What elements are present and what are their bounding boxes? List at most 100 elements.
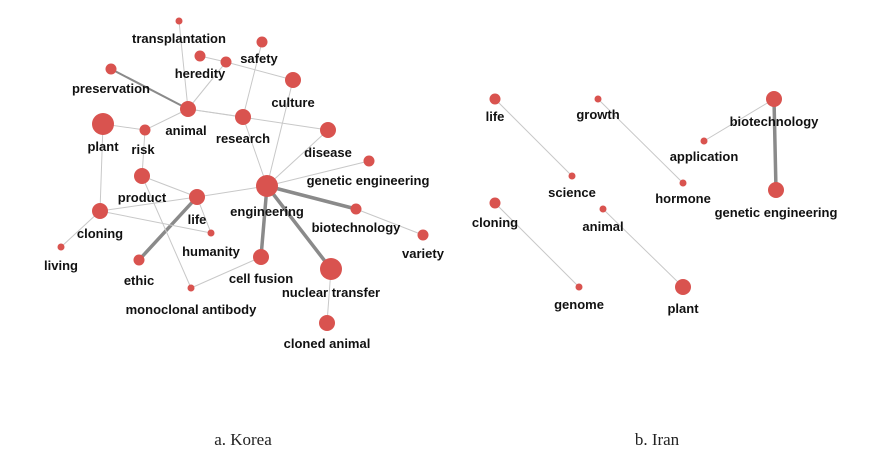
- korea-network-panel: transplantation safety heredity preservatio…: [44, 17, 445, 449]
- korea-edge-engineering-nuclear-transfer: [265, 184, 333, 271]
- korea-label-risk: risk: [131, 142, 155, 157]
- iran-node-genome: [575, 283, 583, 291]
- iran-edge-life-science: [494, 98, 573, 177]
- korea-label-cloned-animal: cloned animal: [284, 336, 371, 351]
- iran-edge-animal-plant: [602, 208, 684, 288]
- iran-nodes: [489, 91, 784, 295]
- korea-label-nuclear-transfer: nuclear transfer: [282, 285, 380, 300]
- korea-edge-preservation-animal: [110, 68, 189, 110]
- korea-edges: [60, 20, 424, 324]
- korea-label-disease: disease: [304, 145, 352, 160]
- korea-label-biotechnology: biotechnology: [312, 220, 402, 235]
- korea-label-transplantation: transplantation: [132, 31, 226, 46]
- korea-label-heredity: heredity: [175, 66, 226, 81]
- korea-label-ethic: ethic: [124, 273, 154, 288]
- iran-label-cloning: cloning: [472, 215, 518, 230]
- korea-edge-cloning-life: [99, 196, 198, 212]
- iran-label-life: life: [486, 109, 505, 124]
- iran-label-biotechnology: biotechnology: [730, 114, 820, 129]
- korea-node-top-unlabeled: [175, 17, 183, 25]
- korea-node-cell-fusion: [253, 249, 269, 265]
- korea-edge-life-ethic: [137, 195, 199, 262]
- korea-node-monoclonal-antibody: [187, 284, 195, 292]
- korea-edge-cloning-humanity: [99, 210, 212, 234]
- korea-node-biotechnology: [350, 203, 362, 215]
- korea-edge-heredity-culture: [225, 61, 294, 81]
- iran-node-animal: [599, 205, 607, 213]
- korea-caption: a. Korea: [214, 430, 272, 449]
- korea-edge-engineering-cell-fusion: [259, 184, 269, 259]
- korea-edge-animal-disease: [187, 108, 329, 131]
- korea-edge-genetic-engineering-engineering: [266, 160, 370, 187]
- korea-node-engineering: [256, 175, 278, 197]
- korea-label-safety: safety: [240, 51, 278, 66]
- iran-node-application: [700, 137, 708, 145]
- iran-edge-growth-hormone: [597, 98, 684, 184]
- korea-label-cloning: cloning: [77, 226, 123, 241]
- korea-label-cell-fusion: cell fusion: [229, 271, 293, 286]
- korea-edge-heredity-animal: [187, 61, 227, 110]
- iran-edge-cloning-genome: [494, 202, 580, 288]
- korea-label-variety: variety: [402, 246, 445, 261]
- korea-edge-life-engineering: [196, 185, 268, 198]
- korea-label-genetic-engineering: genetic engineering: [307, 173, 430, 188]
- korea-node-risk: [139, 124, 151, 136]
- korea-node-transplantation: [194, 50, 206, 62]
- iran-label-plant: plant: [667, 301, 699, 316]
- iran-label-genome: genome: [554, 297, 604, 312]
- iran-node-growth: [594, 95, 602, 103]
- iran-label-genetic-engineering: genetic engineering: [715, 205, 838, 220]
- korea-edge-product-monoclonal-antibody: [141, 175, 192, 289]
- korea-node-ethic: [133, 254, 145, 266]
- korea-edge-safety-research: [242, 41, 263, 118]
- korea-node-nuclear-transfer: [320, 258, 342, 280]
- korea-edge-product-life: [141, 175, 198, 198]
- iran-node-plant: [675, 279, 691, 295]
- iran-label-animal: animal: [582, 219, 623, 234]
- korea-nodes: [57, 17, 429, 331]
- korea-node-variety: [417, 229, 429, 241]
- iran-node-biotechnology: [766, 91, 782, 107]
- korea-edge-plant-cloning: [99, 123, 104, 212]
- korea-label-engineering: engineering: [230, 204, 304, 219]
- iran-label-hormone: hormone: [655, 191, 711, 206]
- korea-label-culture: culture: [271, 95, 314, 110]
- korea-node-cloned-animal: [319, 315, 335, 331]
- korea-label-living: living: [44, 258, 78, 273]
- korea-node-animal: [180, 101, 196, 117]
- iran-node-science: [568, 172, 576, 180]
- korea-node-humanity: [207, 229, 215, 237]
- korea-node-disease: [320, 122, 336, 138]
- korea-edge-research-engineering: [242, 116, 268, 187]
- iran-network-panel: life growth biotechnology application scienc…: [472, 91, 838, 449]
- iran-label-application: application: [670, 149, 739, 164]
- korea-label-humanity: humanity: [182, 244, 241, 259]
- korea-edge-top-unlabeled-animal: [178, 20, 189, 110]
- iran-label-growth: growth: [576, 107, 619, 122]
- iran-node-life: [489, 93, 501, 105]
- korea-label-plant: plant: [87, 139, 119, 154]
- iran-caption: b. Iran: [635, 430, 680, 449]
- iran-node-hormone: [679, 179, 687, 187]
- korea-label-monoclonal-antibody: monoclonal antibody: [126, 302, 257, 317]
- korea-node-culture: [285, 72, 301, 88]
- korea-labels: transplantation safety heredity preservatio…: [44, 31, 445, 351]
- iran-edge-application-biotechnology: [703, 98, 775, 142]
- korea-node-living: [57, 243, 65, 251]
- korea-node-cloning: [92, 203, 108, 219]
- iran-edge-biotechnology-genetic-engineering: [772, 97, 778, 192]
- korea-label-animal: animal: [165, 123, 206, 138]
- korea-edge-culture-engineering: [266, 79, 294, 187]
- korea-edge-engineering-biotechnology: [265, 184, 358, 211]
- korea-edge-cell-fusion-monoclonal-antibody: [190, 256, 262, 289]
- korea-node-product: [134, 168, 150, 184]
- korea-node-research: [235, 109, 251, 125]
- korea-node-genetic-engineering: [363, 155, 375, 167]
- iran-node-cloning: [489, 197, 501, 209]
- iran-labels: life growth biotechnology application scienc…: [472, 107, 838, 316]
- korea-node-plant: [92, 113, 114, 135]
- korea-node-preservation: [105, 63, 117, 75]
- korea-edge-biotechnology-variety: [355, 208, 424, 236]
- iran-edges: [494, 97, 778, 288]
